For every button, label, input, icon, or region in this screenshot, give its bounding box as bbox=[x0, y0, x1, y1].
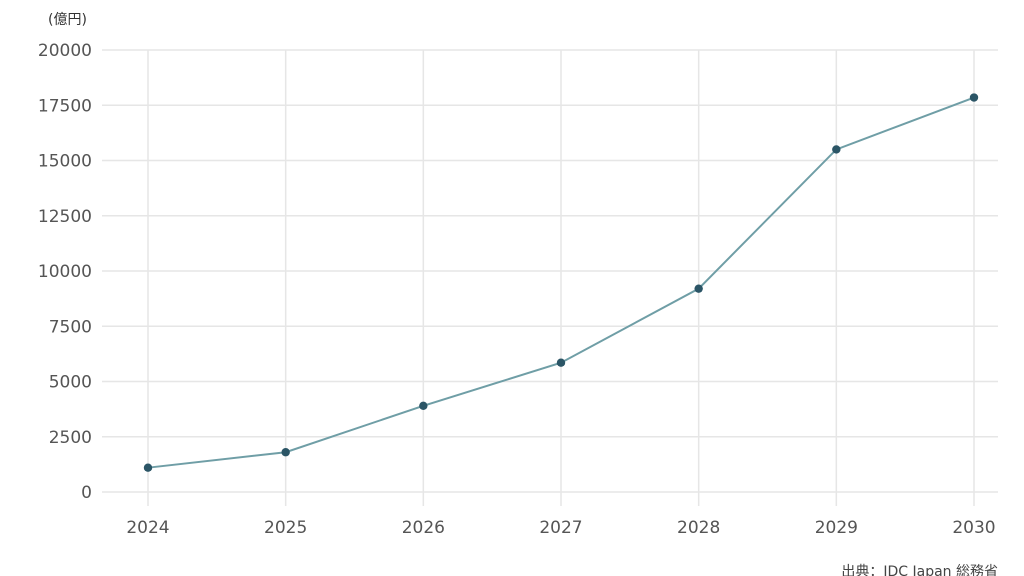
data-point bbox=[143, 463, 153, 472]
y-tick-label: 15000 bbox=[38, 152, 92, 172]
y-tick-label: 20000 bbox=[38, 41, 92, 61]
y-unit-label: (億円) bbox=[48, 12, 87, 28]
data-point bbox=[419, 401, 428, 411]
x-tick-label: 2027 bbox=[539, 518, 582, 538]
y-tick-label: 17500 bbox=[38, 96, 92, 116]
x-tick-label: 2028 bbox=[677, 518, 720, 538]
y-tick-label: 7500 bbox=[49, 317, 92, 337]
source-note: 出典：IDC Japan 総務省 bbox=[841, 564, 998, 576]
data-point bbox=[694, 284, 703, 293]
x-tick-label: 2029 bbox=[815, 518, 858, 538]
data-point bbox=[969, 93, 979, 102]
y-tick-label: 10000 bbox=[38, 262, 92, 282]
x-tick-label: 2025 bbox=[264, 518, 307, 538]
data-point bbox=[281, 448, 290, 457]
x-tick-label: 2026 bbox=[402, 518, 445, 538]
y-tick-label: 5000 bbox=[49, 373, 92, 393]
y-tick-label: 0 bbox=[81, 483, 92, 503]
y-tick-label: 2500 bbox=[49, 428, 92, 448]
y-tick-label: 12500 bbox=[38, 207, 92, 227]
data-point bbox=[832, 145, 841, 154]
x-tick-label: 2024 bbox=[126, 518, 169, 538]
x-tick-label: 2030 bbox=[952, 518, 995, 538]
data-point bbox=[556, 358, 566, 367]
